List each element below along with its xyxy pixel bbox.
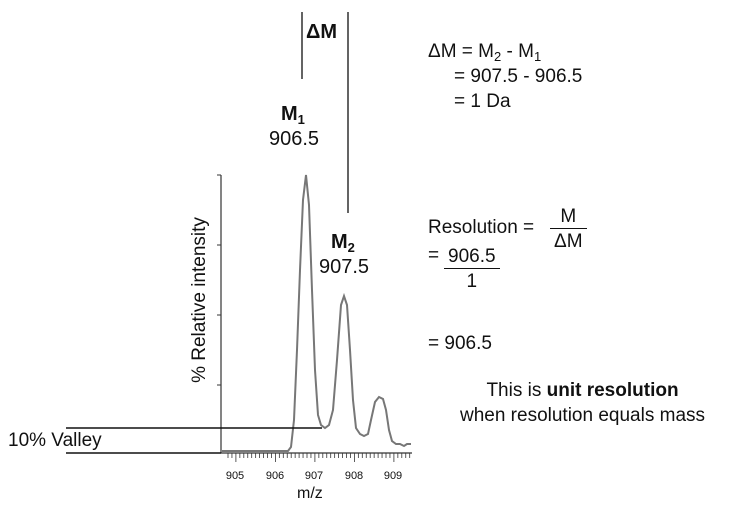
x-tick-label: 905 (225, 470, 245, 482)
spectrum-trace (222, 174, 411, 452)
m1-value: 906.5 (269, 128, 320, 150)
x-tick-label: 908 (344, 470, 364, 482)
delta-m-equation-line3: = 1 Da (454, 91, 511, 112)
x-tick-label: 909 (383, 470, 403, 482)
m2-symbol: M2 (331, 231, 355, 255)
delta-m-label: ΔM (306, 21, 338, 43)
x-axis-label: m/z (297, 485, 323, 502)
unit-resolution-note-line1: This is unit resolution (486, 380, 679, 401)
y-axis-label: % Relative intensity (189, 217, 210, 383)
step-equals: = (428, 245, 440, 266)
step-denominator: 1 (444, 268, 500, 293)
delta-m-equation-line2: = 907.5 - 906.5 (454, 66, 583, 87)
x-minor-ticks (227, 453, 411, 462)
step-fraction: 906.5 1 (444, 246, 500, 293)
m1-symbol: M1 (281, 103, 305, 127)
unit-resolution-note-line2: when resolution equals mass (459, 405, 706, 426)
resolution-numerator: M (560, 206, 577, 227)
step-numerator: 906.5 (448, 246, 496, 267)
valley-label: 10% Valley (8, 430, 102, 451)
resolution-result: = 906.5 (428, 333, 492, 354)
x-tick-label: 907 (304, 470, 324, 482)
delta-m-equation-line1: ΔM = M2 - M1 (428, 41, 542, 64)
resolution-denominator: ΔM (550, 228, 587, 253)
m2-value: 907.5 (319, 256, 370, 278)
resolution-fraction: M ΔM (550, 206, 587, 253)
resolution-label: Resolution = (428, 217, 535, 238)
x-tick-label: 906 (265, 470, 285, 482)
